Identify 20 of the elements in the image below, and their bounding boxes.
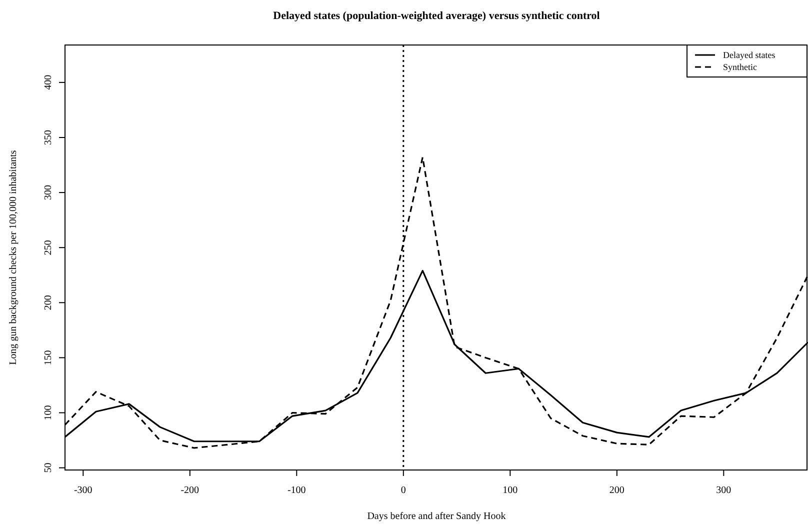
y-tick-label: 100 [43, 405, 54, 420]
y-tick-label: 400 [43, 74, 54, 90]
x-tick-label: 0 [400, 485, 406, 496]
legend-label: Synthetic [723, 62, 757, 72]
y-tick-label: 350 [43, 130, 54, 145]
x-tick-label: 100 [502, 485, 518, 496]
y-tick-label: 150 [43, 350, 54, 366]
chart-title: Delayed states (population-weighted average) versus synthetic control [273, 10, 600, 22]
y-axis-title: Long gun background checks per 100,000 inhabitants [8, 150, 19, 365]
legend-label: Delayed states [723, 50, 776, 60]
y-tick-label: 50 [43, 462, 54, 473]
x-axis-title: Days before and after Sandy Hook [367, 511, 506, 522]
x-tick-label: -300 [74, 485, 92, 496]
x-tick-label: 300 [716, 485, 732, 496]
x-tick-label: -200 [180, 485, 200, 496]
x-tick-label: -100 [287, 485, 306, 496]
y-tick-label: 300 [43, 185, 54, 200]
y-tick-label: 250 [43, 240, 54, 256]
y-tick-label: 200 [43, 295, 54, 310]
x-tick-label: 200 [609, 485, 624, 496]
